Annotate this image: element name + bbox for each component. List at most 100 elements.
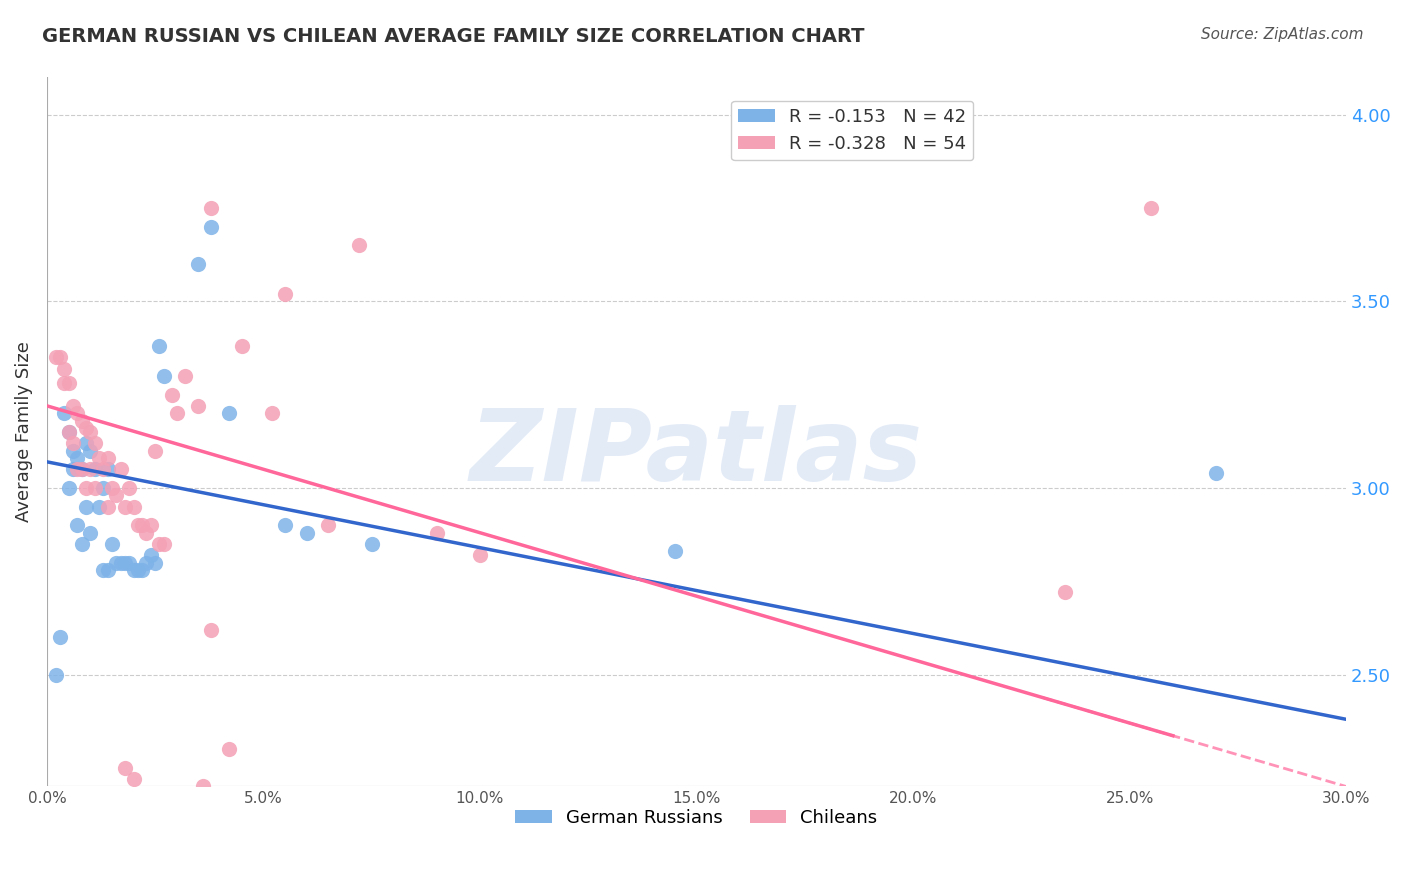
Point bbox=[66, 406, 89, 420]
Legend: German Russians, Chileans: German Russians, Chileans bbox=[508, 802, 884, 834]
Point bbox=[218, 406, 240, 420]
Y-axis label: Average Family Size: Average Family Size bbox=[15, 342, 32, 523]
Point bbox=[79, 443, 101, 458]
Point bbox=[295, 525, 318, 540]
Point bbox=[347, 238, 370, 252]
Point bbox=[75, 481, 97, 495]
Point bbox=[131, 563, 153, 577]
Point bbox=[62, 399, 84, 413]
Point bbox=[96, 451, 118, 466]
Point bbox=[360, 537, 382, 551]
Point bbox=[135, 525, 157, 540]
Point bbox=[58, 481, 80, 495]
Point bbox=[62, 462, 84, 476]
Point bbox=[70, 537, 93, 551]
Point bbox=[148, 339, 170, 353]
Point bbox=[101, 481, 124, 495]
Point bbox=[110, 556, 132, 570]
Point bbox=[191, 780, 214, 794]
Point bbox=[110, 462, 132, 476]
Point bbox=[105, 488, 128, 502]
Point bbox=[143, 556, 166, 570]
Point bbox=[187, 399, 209, 413]
Point bbox=[114, 500, 136, 514]
Point bbox=[96, 500, 118, 514]
Point bbox=[468, 548, 491, 562]
Text: GERMAN RUSSIAN VS CHILEAN AVERAGE FAMILY SIZE CORRELATION CHART: GERMAN RUSSIAN VS CHILEAN AVERAGE FAMILY… bbox=[42, 27, 865, 45]
Point bbox=[75, 421, 97, 435]
Point bbox=[162, 387, 184, 401]
Point bbox=[105, 556, 128, 570]
Point bbox=[274, 518, 297, 533]
Point bbox=[62, 436, 84, 450]
Point bbox=[91, 481, 114, 495]
Point bbox=[45, 351, 67, 365]
Point bbox=[75, 500, 97, 514]
Point bbox=[118, 481, 141, 495]
Point bbox=[135, 556, 157, 570]
Point bbox=[101, 537, 124, 551]
Point bbox=[114, 761, 136, 775]
Point bbox=[218, 742, 240, 756]
Point bbox=[58, 425, 80, 439]
Point bbox=[127, 563, 149, 577]
Point bbox=[153, 537, 176, 551]
Point bbox=[318, 518, 340, 533]
Point bbox=[53, 376, 76, 391]
Point bbox=[75, 436, 97, 450]
Point bbox=[79, 462, 101, 476]
Point bbox=[66, 462, 89, 476]
Point bbox=[66, 451, 89, 466]
Point bbox=[58, 425, 80, 439]
Point bbox=[53, 361, 76, 376]
Point bbox=[91, 563, 114, 577]
Point bbox=[91, 462, 114, 476]
Point bbox=[122, 563, 145, 577]
Point bbox=[131, 518, 153, 533]
Point bbox=[79, 525, 101, 540]
Point bbox=[148, 537, 170, 551]
Point bbox=[174, 369, 197, 384]
Point bbox=[66, 518, 89, 533]
Point bbox=[139, 518, 162, 533]
Point bbox=[153, 369, 176, 384]
Point bbox=[96, 462, 118, 476]
Point bbox=[70, 462, 93, 476]
Point bbox=[122, 500, 145, 514]
Point bbox=[200, 623, 222, 637]
Point bbox=[166, 406, 188, 420]
Point bbox=[62, 443, 84, 458]
Point bbox=[231, 339, 253, 353]
Point bbox=[139, 548, 162, 562]
Point bbox=[83, 462, 105, 476]
Text: ZIPatlas: ZIPatlas bbox=[470, 405, 924, 501]
Point bbox=[1205, 466, 1227, 480]
Point bbox=[1053, 585, 1076, 599]
Point bbox=[45, 667, 67, 681]
Point bbox=[200, 219, 222, 234]
Point bbox=[114, 556, 136, 570]
Point bbox=[83, 436, 105, 450]
Point bbox=[127, 518, 149, 533]
Point bbox=[200, 201, 222, 215]
Point bbox=[143, 443, 166, 458]
Point bbox=[53, 406, 76, 420]
Point bbox=[262, 406, 284, 420]
Point bbox=[70, 414, 93, 428]
Point bbox=[118, 556, 141, 570]
Point bbox=[79, 425, 101, 439]
Point bbox=[187, 257, 209, 271]
Point bbox=[1140, 201, 1163, 215]
Point bbox=[96, 563, 118, 577]
Point bbox=[664, 544, 686, 558]
Point bbox=[70, 462, 93, 476]
Point bbox=[87, 451, 110, 466]
Point bbox=[87, 500, 110, 514]
Point bbox=[426, 525, 449, 540]
Text: Source: ZipAtlas.com: Source: ZipAtlas.com bbox=[1201, 27, 1364, 42]
Point bbox=[122, 772, 145, 786]
Point bbox=[83, 481, 105, 495]
Point bbox=[49, 630, 72, 644]
Point bbox=[58, 376, 80, 391]
Point bbox=[274, 286, 297, 301]
